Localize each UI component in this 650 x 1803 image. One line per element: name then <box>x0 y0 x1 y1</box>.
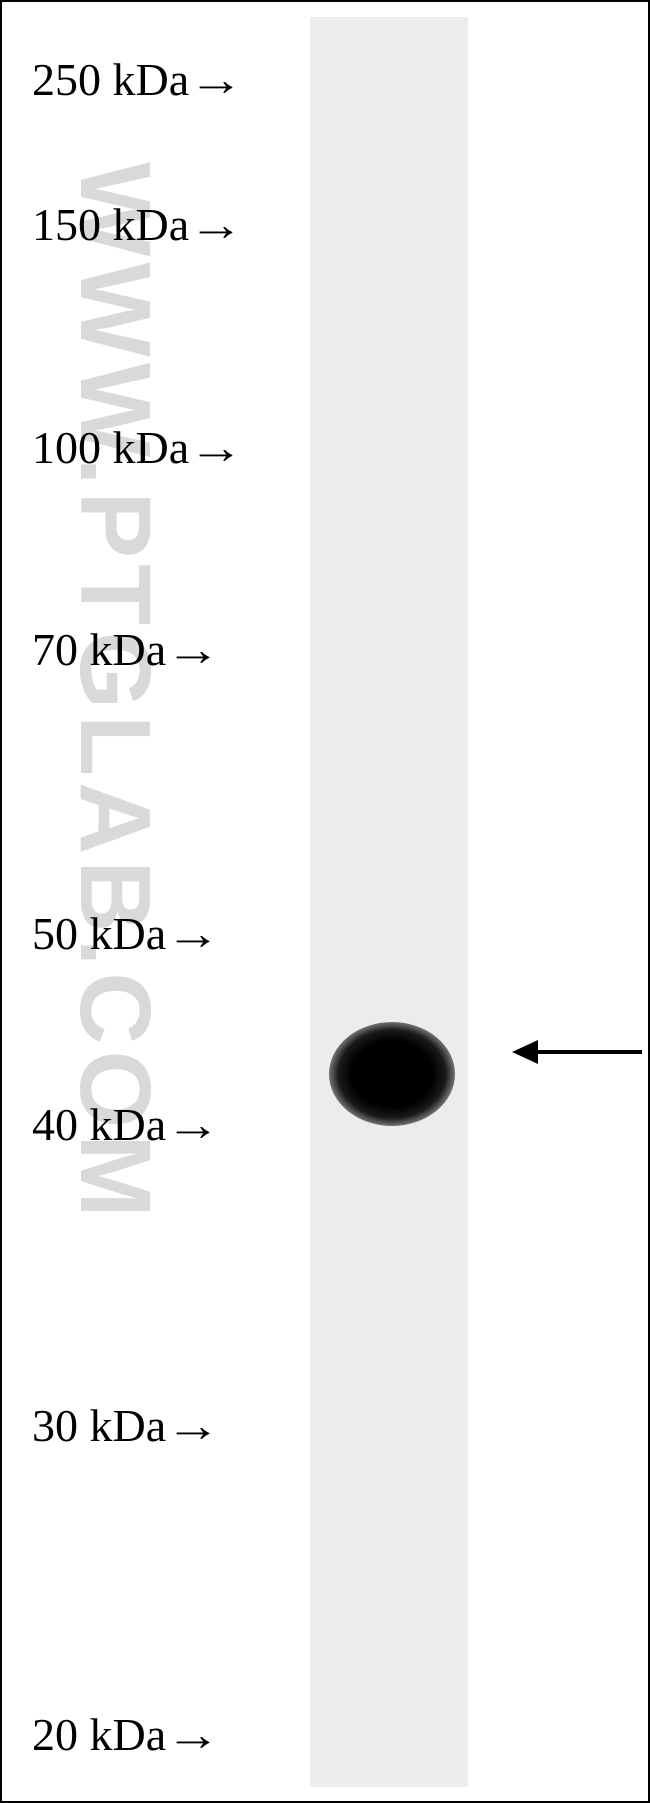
arrow-right-icon: → <box>166 907 221 960</box>
arrow-left-icon <box>512 1040 538 1064</box>
band-indicator-arrow <box>512 1040 642 1064</box>
mw-marker-label: 40 kDa <box>32 1098 166 1151</box>
mw-marker-row: 30 kDa→ <box>2 1399 216 1452</box>
blot-frame: WWW.PTGLAB.COM 250 kDa→150 kDa→100 kDa→7… <box>0 0 650 1803</box>
mw-marker-row: 40 kDa→ <box>2 1098 216 1151</box>
mw-marker-label: 250 kDa <box>32 53 189 106</box>
mw-marker-row: 150 kDa→ <box>2 198 239 251</box>
protein-band <box>329 1022 455 1126</box>
arrow-right-icon: → <box>166 623 221 676</box>
arrow-line <box>538 1050 642 1054</box>
mw-marker-label: 70 kDa <box>32 623 166 676</box>
arrow-right-icon: → <box>166 1708 221 1761</box>
arrow-right-icon: → <box>166 1399 221 1452</box>
arrow-right-icon: → <box>189 421 244 474</box>
mw-marker-label: 20 kDa <box>32 1708 166 1761</box>
mw-marker-row: 50 kDa→ <box>2 907 216 960</box>
gel-lane <box>310 17 468 1787</box>
mw-marker-row: 100 kDa→ <box>2 421 239 474</box>
mw-marker-row: 20 kDa→ <box>2 1708 216 1761</box>
watermark-text: WWW.PTGLAB.COM <box>57 162 172 1224</box>
mw-marker-label: 50 kDa <box>32 907 166 960</box>
mw-marker-row: 250 kDa→ <box>2 53 239 106</box>
mw-marker-row: 70 kDa→ <box>2 623 216 676</box>
mw-marker-label: 30 kDa <box>32 1399 166 1452</box>
arrow-right-icon: → <box>166 1098 221 1151</box>
arrow-right-icon: → <box>189 198 244 251</box>
mw-marker-label: 150 kDa <box>32 198 189 251</box>
arrow-right-icon: → <box>189 53 244 106</box>
mw-marker-label: 100 kDa <box>32 421 189 474</box>
